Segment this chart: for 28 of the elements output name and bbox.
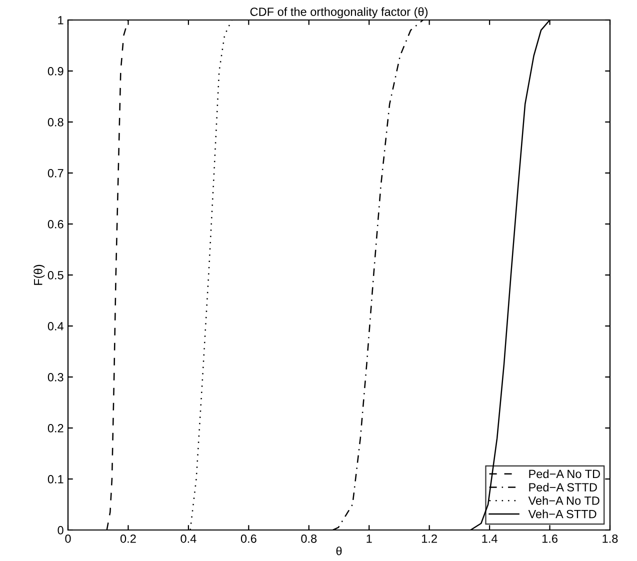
legend-label: Ped−A STTD [529,482,597,492]
x-tick-label: 0.2 [120,534,136,543]
x-tick-label: 1.8 [602,534,618,543]
y-tick-label: 0.6 [48,220,64,228]
x-tick-label: 0 [65,534,71,543]
chart-title: CDF of the orthogonality factor (θ) [250,7,428,18]
y-tick-label: 0.8 [48,118,64,126]
x-tick-label: 1.4 [482,534,498,543]
x-axis-title: θ [336,546,342,556]
y-tick-label: 0.4 [48,322,64,330]
legend-label: Veh−A No TD [528,496,600,505]
x-tick-label: 1 [366,534,372,543]
y-axis-title: F(θ) [34,264,45,285]
y-tick-label: 1 [58,16,64,24]
legend-label: Veh−A STTD [528,510,596,518]
x-tick-label: 0.6 [240,534,256,543]
y-tick-label: 0.5 [48,271,64,280]
y-tick-label: 0.7 [48,169,64,178]
x-tick-label: 1.2 [422,534,437,543]
y-tick-label: 0 [58,526,64,534]
x-tick-label: 0.4 [180,534,196,543]
legend-label: Ped−A No TD [529,469,600,478]
x-tick-label: 1.6 [542,534,558,543]
y-tick-label: 0.9 [48,67,64,76]
y-tick-label: 0.3 [48,373,64,382]
y-tick-label: 0.2 [48,424,64,432]
x-tick-label: 0.8 [301,534,317,543]
y-tick-label: 0.1 [48,475,64,484]
